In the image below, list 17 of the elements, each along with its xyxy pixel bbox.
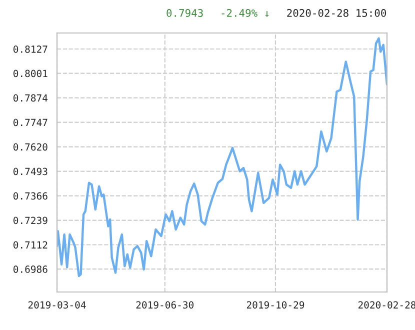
y-tick-label: 0.7620 [13, 143, 48, 151]
line-series [57, 37, 387, 278]
y-tick-label: 0.7874 [13, 94, 48, 102]
text: 2020-02-28 15:00 [287, 9, 386, 17]
y-tick-label: 0.8127 [13, 46, 48, 53]
x-tick-label: 2019-06-30 [136, 301, 194, 309]
text: -2.49% ↓ [222, 9, 269, 17]
x-tick-label: 2019-03-04 [28, 301, 86, 309]
y-tick-label: 0.8001 [13, 70, 48, 78]
x-tick-label: 2019-10-29 [246, 301, 304, 309]
y-tick-label: 0.6986 [13, 266, 48, 273]
y-tick-label: 0.7239 [13, 216, 48, 224]
y-tick-label: 0.7493 [13, 168, 48, 176]
y-tick-label: 0.7747 [13, 118, 48, 126]
y-tick-label: 0.7366 [13, 192, 48, 200]
y-tick-label: 0.7112 [13, 241, 48, 249]
text: 0.7943 [166, 9, 203, 17]
